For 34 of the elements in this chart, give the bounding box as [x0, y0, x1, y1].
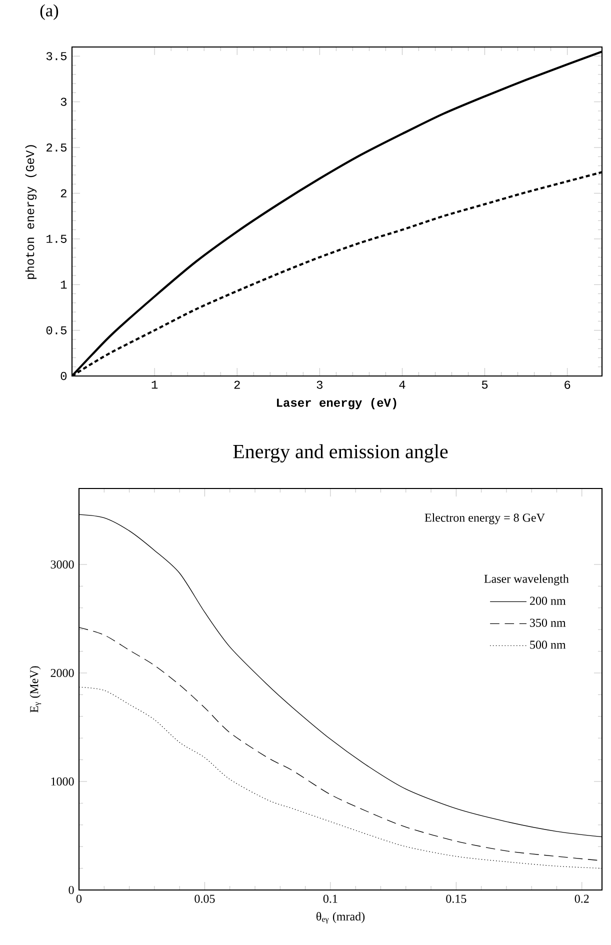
legend-label: 500 nm	[530, 640, 566, 649]
x-tick-label: 0.15	[446, 894, 466, 903]
chart-title: Energy and emission angle	[233, 444, 448, 462]
y-tick-label: 0	[60, 372, 67, 380]
x-tick-label: 0.2	[574, 894, 589, 903]
x-tick-label: 0.05	[194, 894, 215, 903]
y-axis-title: E$_{γ}$ (MeV)	[30, 666, 42, 712]
legend-label: 200 nm	[530, 596, 566, 605]
annotation: Electron energy = 8 GeV	[424, 513, 545, 524]
x-tick-label: 2	[234, 380, 240, 389]
legend-title: Laser wavelength	[484, 574, 569, 586]
x-tick-label: 0.1	[323, 894, 338, 903]
x-axis-title: Laser energy (eV)	[277, 398, 396, 410]
x-tick-label: 1	[152, 380, 158, 389]
y-axis-title: photon energy (GeV)	[25, 145, 37, 279]
y-tick-label: 2	[60, 189, 66, 198]
y-tick-label: 0.5	[46, 326, 67, 334]
legend-label: 350 nm	[530, 618, 566, 627]
x-tick-label: 6	[564, 380, 570, 389]
x-tick-label: 5	[482, 380, 488, 389]
x-tick-label: 0	[76, 894, 82, 903]
x-tick-label: 4	[399, 380, 406, 389]
y-tick-label: 1000	[51, 777, 74, 786]
y-tick-label: 3	[60, 98, 67, 106]
x-tick-label: 3	[316, 380, 323, 389]
y-tick-label: 2.5	[46, 143, 67, 152]
chart-title: (a)	[40, 4, 58, 20]
y-tick-label: 1.5	[46, 234, 67, 243]
y-tick-label: 3000	[50, 560, 74, 569]
y-tick-label: 3.5	[46, 52, 67, 60]
y-tick-label: 1	[60, 280, 67, 289]
y-tick-label: 2000	[50, 668, 74, 678]
y-tick-label: 0	[68, 886, 74, 894]
x-axis-title: θ$_{eγ}$ (mrad)	[316, 912, 365, 924]
